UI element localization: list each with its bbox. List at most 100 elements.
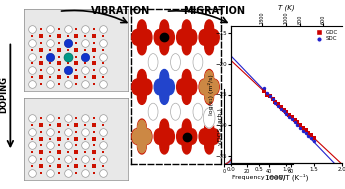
Circle shape	[210, 30, 219, 45]
Circle shape	[166, 79, 174, 94]
Circle shape	[143, 129, 151, 144]
Circle shape	[132, 79, 140, 94]
Point	[292, 121, 297, 124]
Point	[264, 91, 270, 94]
Point	[278, 105, 284, 108]
Point	[262, 87, 267, 90]
Point	[270, 98, 275, 101]
Circle shape	[180, 75, 194, 99]
Point	[295, 121, 300, 124]
Circle shape	[135, 125, 149, 148]
Circle shape	[136, 126, 148, 147]
Circle shape	[138, 89, 146, 104]
Point	[286, 115, 292, 118]
Circle shape	[160, 119, 169, 134]
Point	[278, 107, 284, 110]
Point	[300, 129, 306, 132]
Circle shape	[132, 129, 140, 144]
Circle shape	[138, 139, 146, 154]
Circle shape	[138, 120, 146, 134]
Circle shape	[170, 54, 180, 71]
Circle shape	[199, 79, 208, 94]
Point	[281, 108, 286, 112]
Circle shape	[143, 79, 152, 94]
Y-axis label: vDOS (arb.): vDOS (arb.)	[218, 108, 223, 145]
Point	[300, 126, 306, 129]
Circle shape	[205, 119, 214, 134]
Circle shape	[205, 70, 214, 85]
Circle shape	[199, 129, 208, 144]
Legend: GDC, SDC: GDC, SDC	[313, 29, 339, 42]
Circle shape	[177, 79, 185, 94]
Circle shape	[203, 76, 215, 98]
Circle shape	[180, 125, 194, 148]
Point	[281, 110, 286, 113]
X-axis label: T (K): T (K)	[278, 5, 295, 11]
Text: VIBRATION: VIBRATION	[91, 6, 150, 16]
X-axis label: Frequency (meV): Frequency (meV)	[232, 175, 286, 180]
Circle shape	[160, 20, 169, 35]
Point	[306, 131, 311, 134]
Circle shape	[135, 75, 149, 99]
Circle shape	[205, 89, 214, 104]
Circle shape	[158, 125, 171, 148]
Point	[267, 95, 273, 98]
Point	[297, 126, 303, 129]
Point	[289, 118, 295, 121]
Circle shape	[183, 70, 191, 85]
Circle shape	[154, 129, 163, 144]
Circle shape	[135, 26, 149, 49]
Circle shape	[205, 20, 214, 35]
Circle shape	[188, 30, 197, 45]
Point	[270, 98, 275, 101]
Point	[264, 93, 270, 96]
Circle shape	[205, 71, 213, 85]
Circle shape	[203, 75, 216, 99]
Circle shape	[183, 119, 191, 134]
Y-axis label: log(ᴇ₁) (m²/s): log(ᴇ₁) (m²/s)	[208, 74, 214, 115]
Circle shape	[138, 70, 146, 85]
Point	[284, 110, 289, 113]
Circle shape	[183, 20, 191, 35]
Point	[306, 134, 311, 137]
Text: MIGRATION: MIGRATION	[183, 6, 245, 16]
Circle shape	[143, 129, 152, 144]
Circle shape	[138, 40, 146, 55]
Point	[295, 124, 300, 127]
Text: DOPING: DOPING	[0, 76, 9, 113]
Point	[273, 101, 278, 104]
Circle shape	[138, 139, 146, 153]
Circle shape	[166, 129, 174, 144]
Circle shape	[205, 89, 213, 103]
Circle shape	[200, 80, 208, 94]
Circle shape	[203, 26, 216, 49]
Circle shape	[203, 125, 216, 148]
Point	[308, 137, 314, 140]
Point	[275, 103, 281, 106]
Circle shape	[193, 54, 203, 71]
Circle shape	[205, 40, 214, 55]
Circle shape	[203, 108, 215, 128]
Circle shape	[160, 139, 169, 154]
Circle shape	[160, 40, 169, 55]
Circle shape	[170, 103, 180, 120]
Point	[297, 124, 303, 127]
Circle shape	[210, 80, 219, 94]
Circle shape	[183, 139, 191, 154]
Circle shape	[183, 40, 191, 55]
Circle shape	[210, 79, 219, 94]
Circle shape	[158, 75, 171, 99]
Point	[275, 104, 281, 107]
Circle shape	[160, 89, 169, 104]
Circle shape	[148, 54, 158, 71]
Point	[303, 132, 308, 135]
Point	[289, 116, 295, 119]
Circle shape	[193, 103, 203, 120]
Circle shape	[183, 89, 191, 104]
Point	[286, 113, 292, 116]
Circle shape	[180, 26, 194, 49]
Circle shape	[148, 103, 158, 120]
Point	[311, 139, 317, 142]
Point	[267, 94, 273, 97]
Point	[303, 129, 308, 132]
